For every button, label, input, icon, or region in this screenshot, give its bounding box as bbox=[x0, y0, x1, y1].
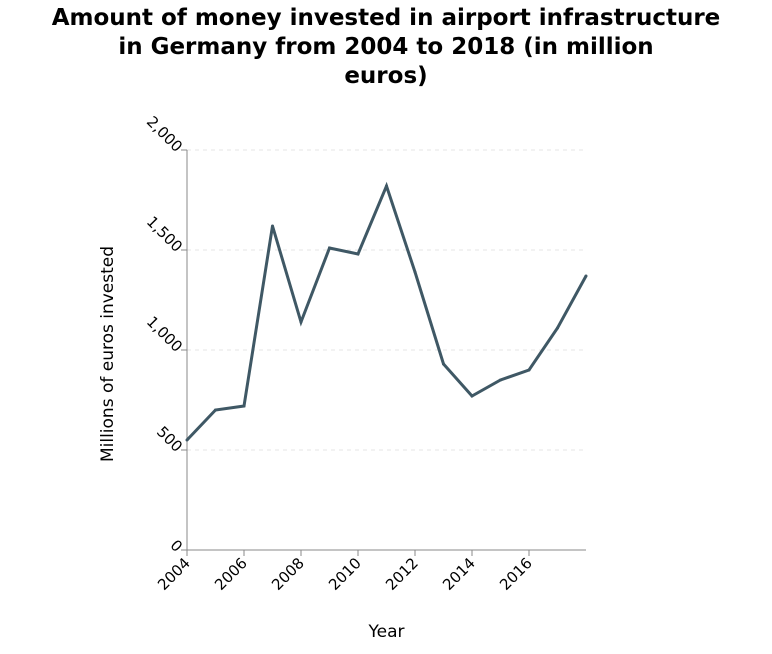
x-axis-title: Year bbox=[368, 622, 405, 642]
x-tick-label: 2010 bbox=[325, 554, 365, 594]
data-point bbox=[242, 404, 246, 408]
data-point bbox=[214, 408, 217, 412]
data-point bbox=[527, 368, 531, 372]
data-point bbox=[185, 438, 189, 442]
y-tick-label: 0 bbox=[167, 536, 186, 555]
chart-title: Amount of money invested in airport infr… bbox=[0, 4, 772, 91]
x-tick-label: 2016 bbox=[496, 554, 536, 594]
chart-title-line: Amount of money invested in airport infr… bbox=[51, 5, 721, 31]
chart-title-line: euros) bbox=[344, 63, 428, 89]
axes bbox=[181, 149, 586, 556]
x-tick-label: 2008 bbox=[268, 554, 308, 594]
data-point bbox=[442, 362, 445, 366]
data-point bbox=[299, 320, 303, 324]
x-tick-label: 2012 bbox=[382, 554, 422, 594]
data-point bbox=[584, 274, 588, 278]
data-point bbox=[470, 394, 474, 398]
data-point bbox=[328, 246, 331, 250]
data-point bbox=[385, 184, 388, 188]
data-point bbox=[356, 252, 360, 256]
chart-title-line: in Germany from 2004 to 2018 (in million bbox=[118, 34, 654, 60]
y-tick-label: 500 bbox=[153, 423, 186, 456]
y-tick-label: 1,500 bbox=[143, 213, 186, 256]
y-tick-label: 2,000 bbox=[143, 113, 186, 156]
data-point bbox=[271, 224, 274, 228]
data-point bbox=[413, 270, 417, 274]
gridlines bbox=[187, 149, 586, 451]
data-point bbox=[556, 326, 559, 330]
series bbox=[185, 181, 588, 442]
x-tick-label: 2006 bbox=[211, 554, 251, 594]
tick-labels: 0 500 1,000 1,500 2,000 2004 2006 2008 2010 2012 2… bbox=[143, 113, 536, 594]
x-tick-label: 2004 bbox=[154, 554, 194, 594]
y-tick-label: 1,000 bbox=[143, 313, 186, 356]
x-tick-label: 2014 bbox=[439, 554, 479, 594]
data-point bbox=[499, 378, 502, 382]
series-line bbox=[185, 181, 588, 442]
y-axis-title: Millions of euros invested bbox=[98, 246, 118, 462]
